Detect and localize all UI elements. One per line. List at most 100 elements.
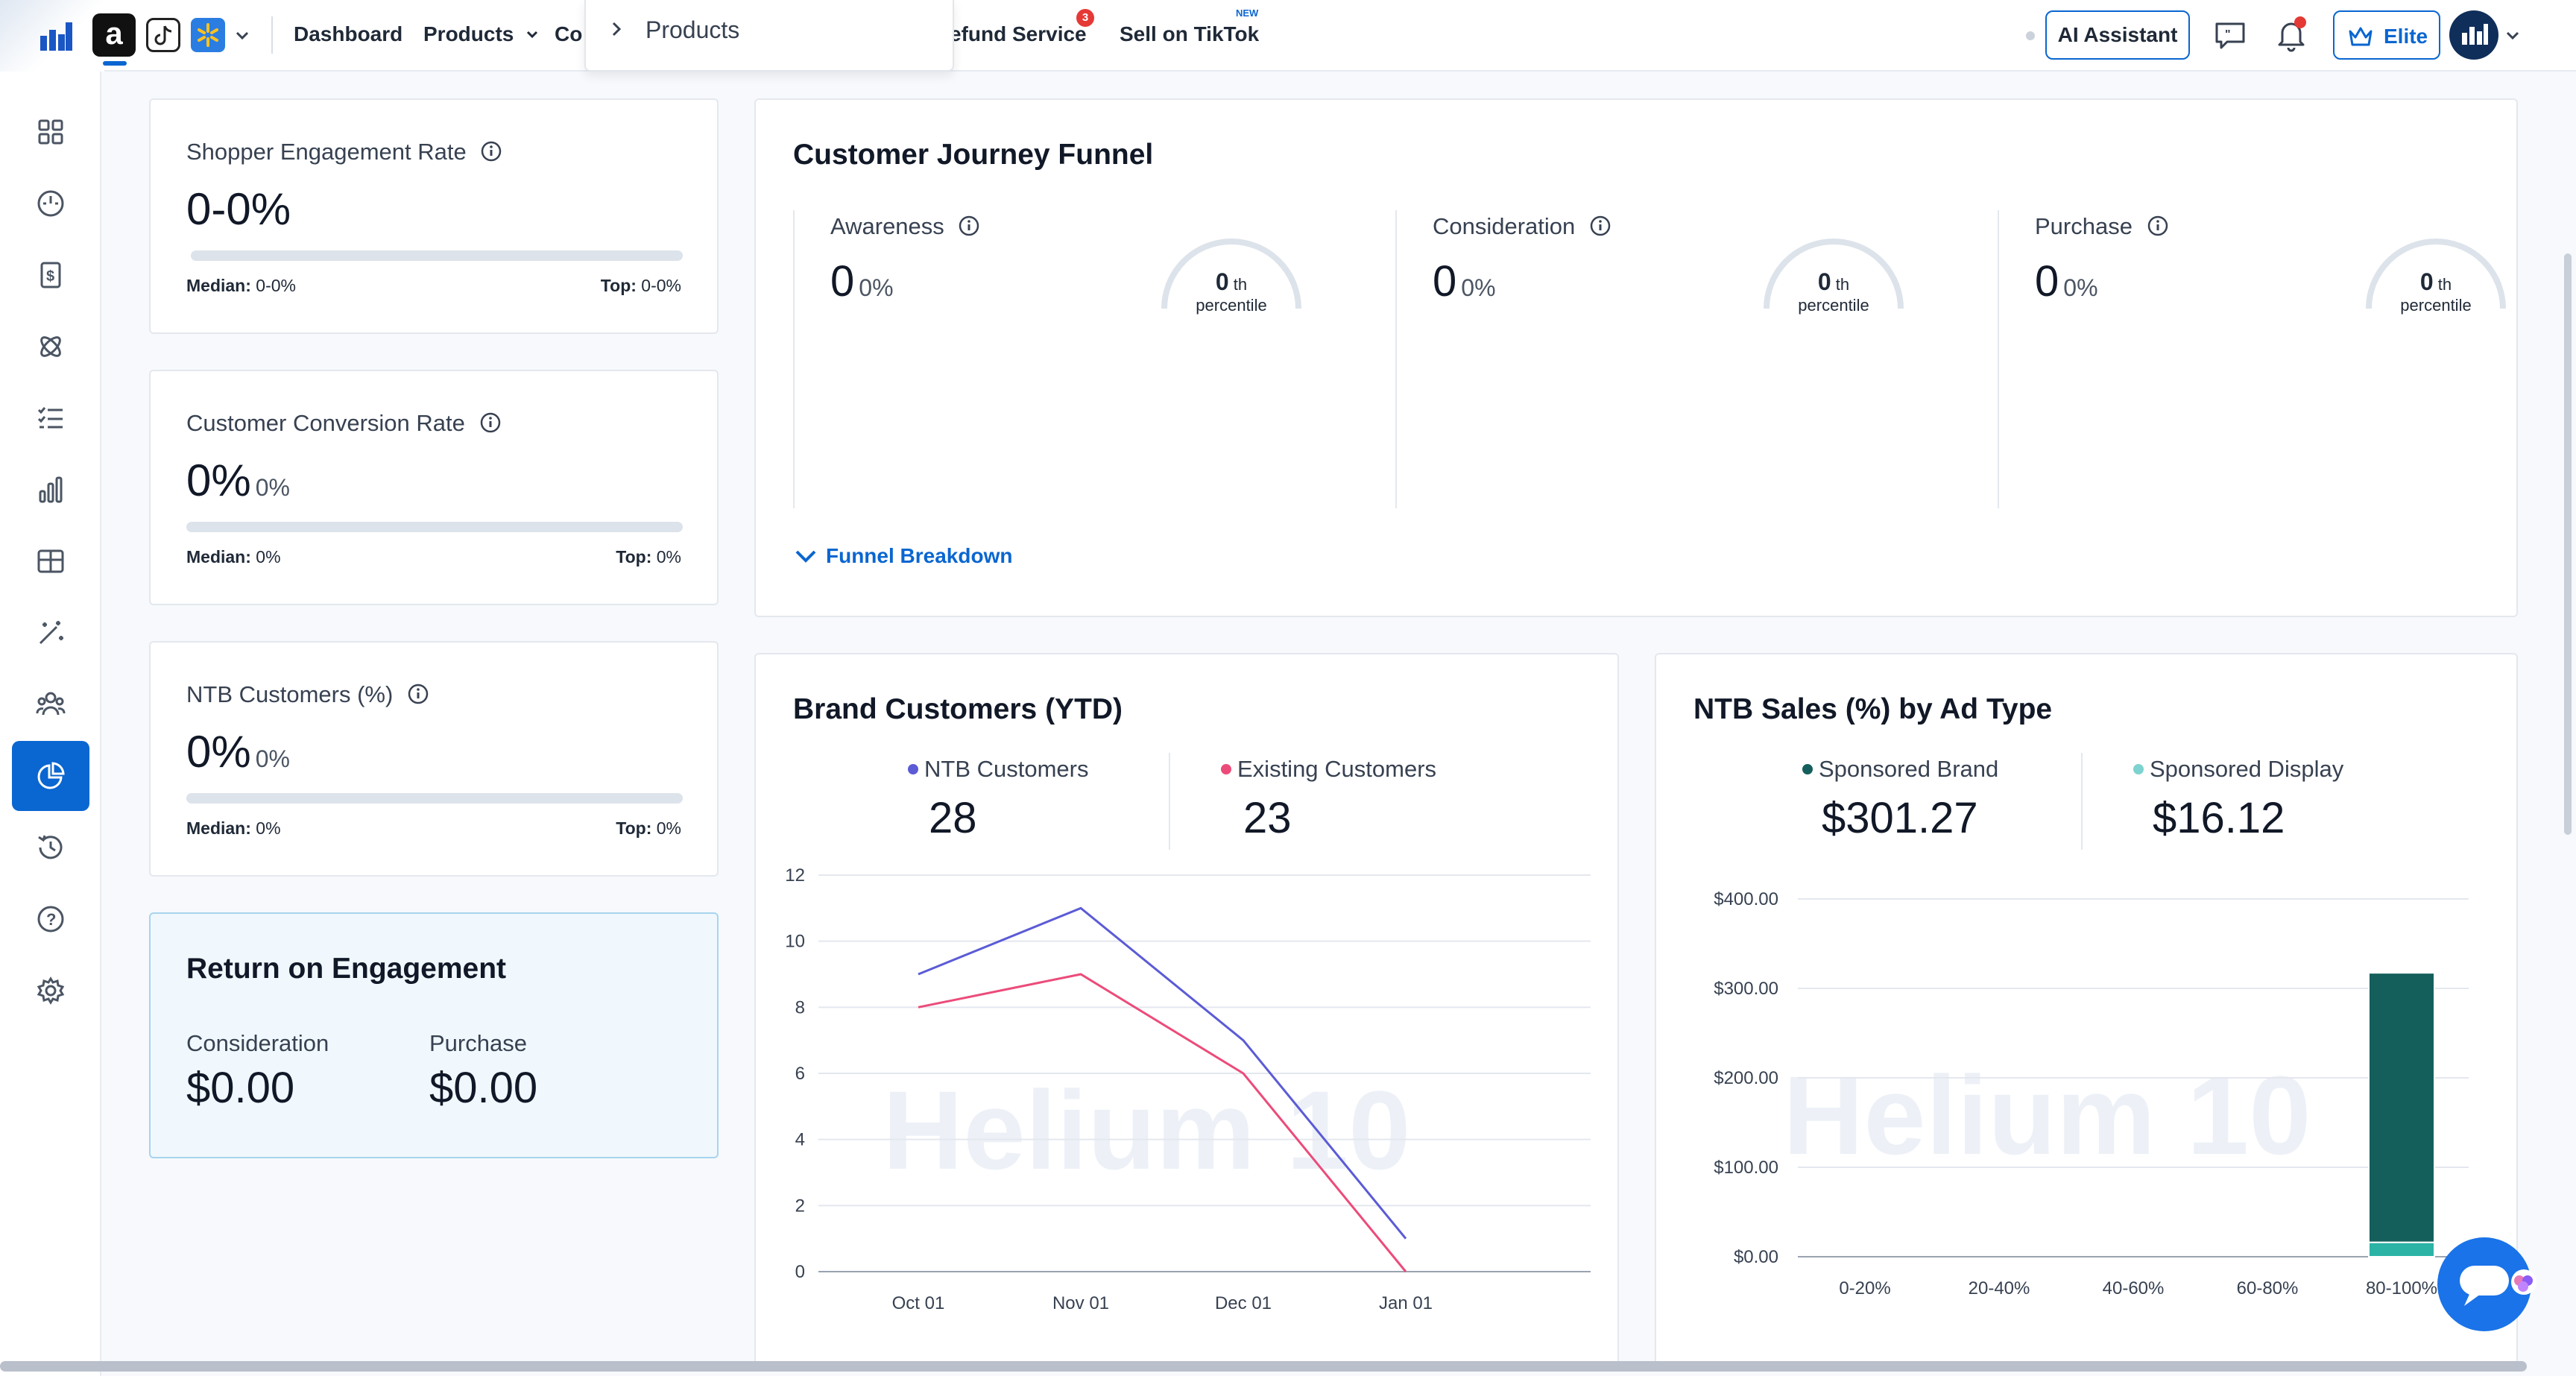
y-tick-label: 2: [795, 1196, 805, 1216]
top-navigation-bar: a Dashboard Products Co efund Service 3 …: [0, 0, 2576, 72]
ntb-customers-value: 28: [929, 794, 977, 842]
legend-sponsored-brand: Sponsored Brand: [1802, 756, 1998, 783]
notification-bell-icon[interactable]: [2275, 18, 2308, 52]
elite-label: Elite: [2384, 25, 2428, 48]
products-chevron-down-icon: [527, 31, 538, 39]
awareness-percentile: 0 th percentile: [1196, 268, 1267, 315]
funnel-title: Customer Journey Funnel: [793, 139, 1154, 171]
brain-icon[interactable]: [2509, 1267, 2539, 1297]
metric-median: Median: 0%: [186, 818, 281, 838]
metric-value-row: 0-0%: [186, 183, 291, 235]
helium10-watermark: Helium 10: [1783, 1052, 2311, 1178]
metric-top: Top: 0%: [616, 818, 681, 838]
sidebar-item-tasks[interactable]: [12, 383, 89, 453]
walmart-marketplace-icon[interactable]: [191, 18, 225, 52]
new-badge: NEW: [1236, 7, 1259, 19]
stage-consideration-count: 0 0%: [1433, 257, 1496, 306]
tiktok-marketplace-icon[interactable]: [146, 18, 180, 52]
metric-title-text: NTB Customers (%): [186, 681, 394, 707]
sidebar-item-customers[interactable]: [12, 669, 89, 739]
existing-customers-value: 23: [1243, 794, 1292, 842]
legend-ntb-customers: NTB Customers: [908, 756, 1088, 783]
nav-sell-on-tiktok[interactable]: Sell on TikTok: [1120, 22, 1260, 45]
info-icon[interactable]: [480, 140, 502, 162]
ntb-sales-card: NTB Sales (%) by Ad Type Sponsored Brand…: [1655, 653, 2518, 1369]
funnel-breakdown-label: Funnel Breakdown: [826, 544, 1013, 567]
metric-title: NTB Customers (%): [186, 681, 429, 708]
sidebar-item-analytics[interactable]: [12, 168, 89, 239]
sidebar-item-tools[interactable]: [12, 312, 89, 382]
notification-dot: [2294, 16, 2306, 28]
sidebar-item-reports[interactable]: [12, 455, 89, 525]
refund-service-badge: 3: [1076, 9, 1094, 27]
consideration-percentile: 0 th percentile: [1798, 268, 1869, 315]
info-icon[interactable]: [407, 683, 429, 705]
info-icon[interactable]: [2147, 215, 2169, 237]
x-tick-label: 80-100%: [2366, 1278, 2437, 1298]
helium10-logo-icon[interactable]: [39, 19, 73, 52]
info-icon[interactable]: [1589, 215, 1611, 237]
svg-text:?: ?: [46, 910, 56, 929]
chat-icon: [2460, 1266, 2509, 1306]
metric-title: Shopper Engagement Rate: [186, 139, 502, 165]
crown-icon: [2349, 27, 2373, 46]
sidebar-item-magic[interactable]: [12, 598, 89, 668]
nav-products[interactable]: Products: [423, 22, 540, 46]
y-tick-label: $300.00: [1714, 979, 1778, 999]
purchase-gauge: [2366, 239, 2506, 309]
metric-title-text: Customer Conversion Rate: [186, 410, 465, 436]
metric-top: Top: 0-0%: [600, 276, 681, 295]
account-chevron-down-icon[interactable]: [2503, 25, 2522, 45]
nav-refund-service[interactable]: efund Service: [950, 22, 1087, 45]
ntb-sales-title: NTB Sales (%) by Ad Type: [1693, 693, 2053, 725]
x-tick-label: Nov 01: [1052, 1293, 1109, 1313]
metric-secondary: 0%: [255, 745, 290, 772]
info-icon[interactable]: [479, 411, 502, 434]
metric-secondary: 0%: [255, 474, 290, 501]
sidebar-item-history[interactable]: [12, 812, 89, 883]
sidebar-item-settings[interactable]: [12, 956, 89, 1026]
vertical-scrollbar[interactable]: [2564, 253, 2572, 835]
ai-assistant-button[interactable]: AI Assistant: [2045, 10, 2190, 60]
account-avatar[interactable]: [2449, 10, 2498, 60]
active-marketplace-indicator: [103, 61, 127, 66]
stage-purchase-count: 0 0%: [2035, 257, 2098, 306]
funnel-breakdown-toggle[interactable]: Funnel Breakdown: [793, 544, 1012, 568]
sidebar-item-table[interactable]: [12, 526, 89, 596]
nav-dashboard[interactable]: Dashboard: [294, 22, 403, 45]
feedback-icon[interactable]: ": [2214, 21, 2247, 51]
amazon-marketplace-icon[interactable]: a: [92, 13, 136, 57]
stage-divider: [1395, 210, 1397, 508]
sidebar-item-dashboard[interactable]: [12, 97, 89, 167]
legend-divider: [2081, 753, 2083, 850]
nav-truncated-item[interactable]: Co: [555, 22, 583, 45]
roe-purchase-label: Purchase: [429, 1030, 527, 1056]
stage-divider: [1998, 210, 1999, 508]
roe-title: Return on Engagement: [186, 953, 507, 985]
chevron-right-icon: [612, 22, 622, 37]
sidebar-item-profits[interactable]: $: [12, 240, 89, 310]
users-icon: [36, 692, 66, 716]
y-tick-label: 10: [785, 932, 805, 952]
marketplace-chevron-down-icon[interactable]: [233, 25, 252, 45]
stage-purchase-label: Purchase: [2035, 213, 2169, 240]
metric-value: 0%: [186, 727, 251, 777]
info-icon[interactable]: [958, 215, 980, 237]
help-icon: ?: [37, 906, 64, 932]
elite-plan-button[interactable]: Elite: [2333, 10, 2440, 60]
return-on-engagement-card: Return on Engagement Consideration $0.00…: [149, 912, 719, 1158]
legend-divider: [1169, 753, 1170, 850]
legend-dot: [1221, 764, 1231, 774]
legend-existing-customers: Existing Customers: [1221, 756, 1436, 783]
metric-progress-track: [186, 793, 683, 804]
svg-text:": ": [2225, 28, 2231, 41]
legend-dot: [2133, 764, 2144, 774]
sidebar-item-insights[interactable]: [12, 741, 89, 811]
metric-value-row: 0% 0%: [186, 455, 290, 506]
horizontal-scrollbar[interactable]: [0, 1361, 2527, 1372]
metric-top: Top: 0%: [616, 547, 681, 567]
dropdown-item-products[interactable]: Products: [645, 16, 740, 43]
legend-dot: [1802, 764, 1813, 774]
sidebar-item-help[interactable]: ?: [12, 884, 89, 954]
y-tick-label: $100.00: [1714, 1158, 1778, 1178]
